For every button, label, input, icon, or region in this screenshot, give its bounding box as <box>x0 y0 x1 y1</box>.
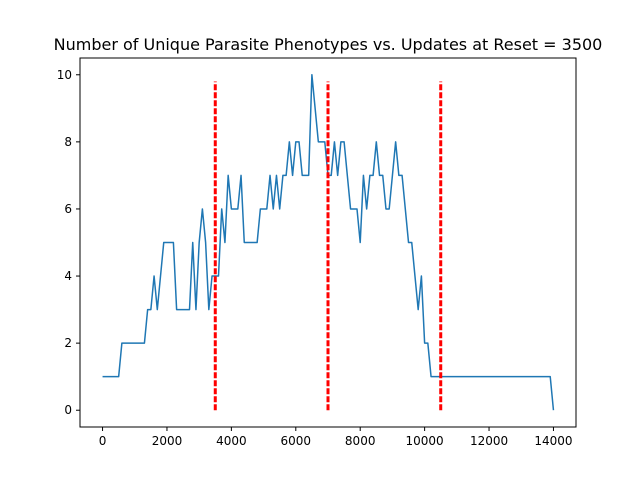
x-tick-label: 12000 <box>470 434 508 448</box>
y-tick-label: 2 <box>64 336 72 350</box>
y-axis: 0 2 4 6 8 10 <box>57 68 80 417</box>
x-tick-label: 14000 <box>534 434 572 448</box>
y-tick-label: 4 <box>64 269 72 283</box>
y-tick-label: 10 <box>57 68 72 82</box>
x-tick-label: 6000 <box>281 434 312 448</box>
y-tick-label: 0 <box>64 403 72 417</box>
chart-title: Number of Unique Parasite Phenotypes vs.… <box>54 35 603 54</box>
series-line-0 <box>102 74 555 411</box>
y-tick-label: 8 <box>64 135 72 149</box>
x-tick-label: 2000 <box>152 434 183 448</box>
x-axis: 0 2000 4000 6000 8000 10000 12000 14000 <box>99 427 573 448</box>
axes-frame <box>79 57 577 428</box>
x-tick-label: 8000 <box>345 434 376 448</box>
y-tick-label: 6 <box>64 202 72 216</box>
x-tick-label: 10000 <box>406 434 444 448</box>
x-tick-label: 4000 <box>216 434 247 448</box>
plot-area <box>102 74 555 411</box>
x-tick-label: 0 <box>99 434 107 448</box>
